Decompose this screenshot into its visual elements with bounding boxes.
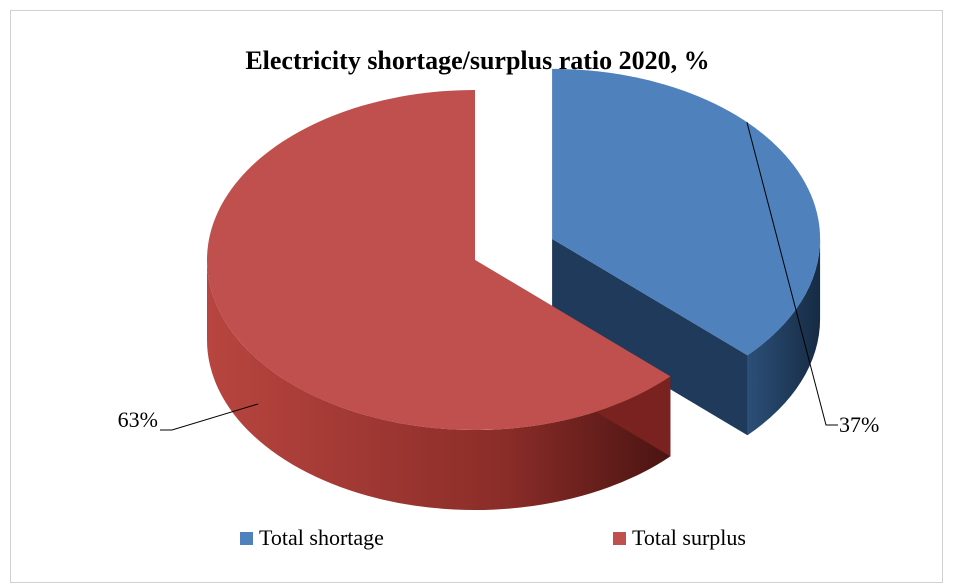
data-label-total-shortage: 37% <box>839 412 879 437</box>
pie-slice-top-total-surplus <box>206 90 671 430</box>
legend-swatch-total-surplus <box>613 531 626 545</box>
leader-line-total-shortage <box>746 121 838 426</box>
legend-item-total-surplus: Total surplus <box>613 524 746 552</box>
pie-slice-total-shortage <box>552 68 821 436</box>
pie-slice-face-total-shortage-1 <box>552 238 748 436</box>
pie-slice-side-total-shortage <box>747 238 821 436</box>
pie-slice-top-total-shortage <box>552 68 821 356</box>
legend-label-total-surplus: Total surplus <box>632 525 746 550</box>
legend-label-total-shortage: Total shortage <box>259 525 384 550</box>
pie-slice-side-total-surplus <box>206 260 671 510</box>
chart-title: Electricity shortage/surplus ratio 2020,… <box>245 46 710 75</box>
legend-swatch-total-shortage <box>240 531 253 545</box>
legend-item-total-shortage: Total shortage <box>240 524 384 552</box>
data-label-total-surplus: 63% <box>118 407 158 432</box>
pie-slice-total-surplus <box>206 90 671 510</box>
leader-line-total-surplus <box>160 403 259 431</box>
